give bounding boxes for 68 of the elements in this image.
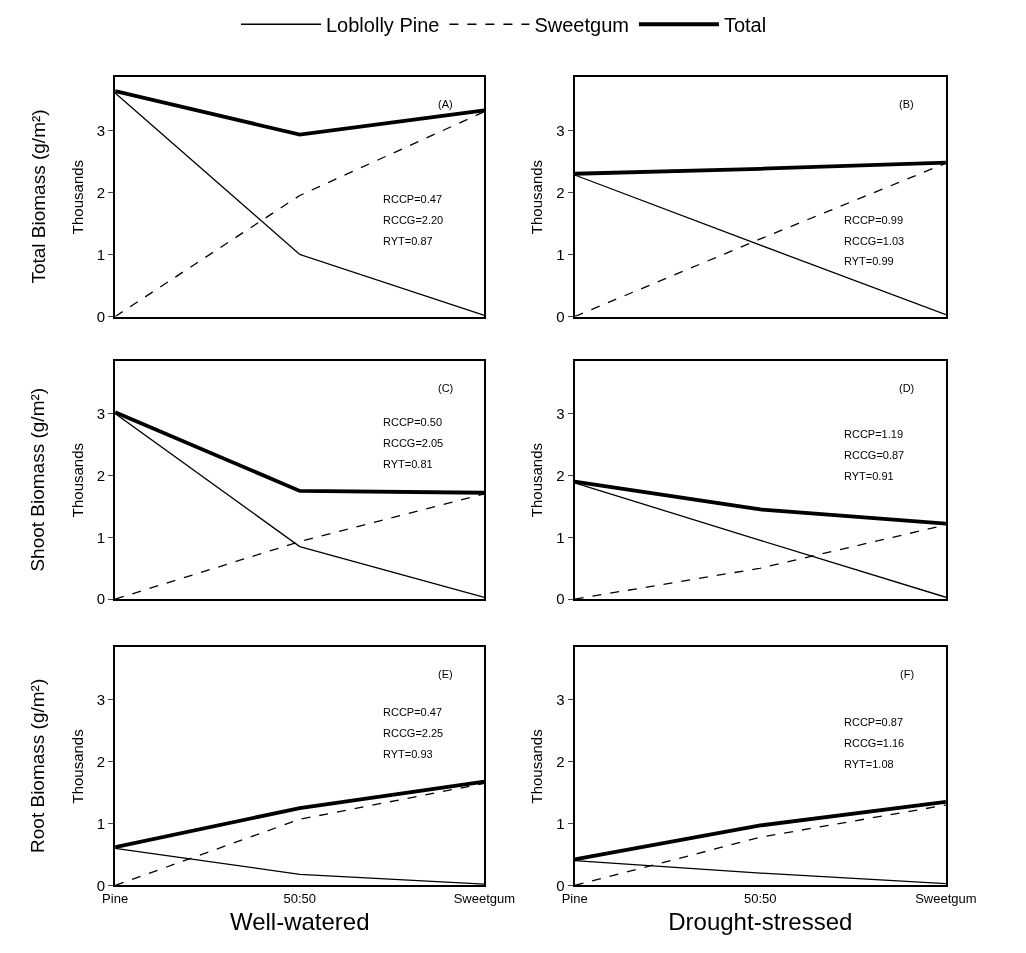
legend-label: Total [723, 14, 767, 37]
x-axis-title: Well-watered [229, 907, 370, 935]
y-tick-label: 1 [556, 528, 565, 546]
y-axis-title: Thousands [528, 442, 546, 518]
annotation: RCCG=1.16 [844, 737, 905, 749]
annotation: RCCP=1.19 [844, 428, 904, 440]
annotation: RCCG=1.03 [844, 235, 905, 247]
y-tick-label: 3 [96, 121, 106, 139]
x-tick-label: Sweetgum [453, 891, 516, 907]
y-axis-title: Thousands [68, 729, 86, 804]
y-tick-label: 2 [556, 466, 565, 484]
x-tick-label: Pine [561, 891, 588, 907]
annotation: (C) [438, 382, 454, 394]
y-tick-label: 0 [556, 876, 565, 894]
y-tick-label: 2 [96, 183, 106, 201]
y-tick-label: 2 [556, 183, 565, 201]
annotation: (D) [899, 382, 915, 394]
annotation: RYT=0.91 [844, 470, 894, 482]
y-tick-label: 0 [96, 876, 106, 894]
y-tick-label: 0 [96, 307, 106, 325]
annotation: RYT=0.87 [383, 235, 433, 247]
y-tick-label: 0 [556, 590, 565, 608]
annotation: (A) [438, 98, 453, 110]
annotation: (F) [900, 668, 915, 680]
annotation: RYT=0.93 [383, 748, 433, 760]
annotation: RCCP=0.50 [383, 416, 443, 428]
annotation: RYT=0.99 [844, 255, 894, 267]
y-tick-label: 3 [556, 404, 565, 422]
y-tick-label: 0 [96, 590, 106, 608]
annotation: RCCG=2.05 [383, 437, 444, 449]
text: Shoot Biomass (g/m²) [27, 387, 49, 572]
annotation: RYT=1.08 [844, 758, 894, 770]
y-tick-label: 1 [96, 814, 106, 832]
y-tick-label: 3 [556, 691, 565, 709]
y-tick-label: 1 [96, 528, 106, 546]
x-tick-label: Sweetgum [915, 891, 977, 907]
annotation: RYT=0.81 [383, 458, 433, 470]
annotation: (E) [438, 668, 453, 680]
annotation: RCCP=0.87 [844, 716, 904, 728]
y-tick-label: 2 [96, 466, 106, 484]
y-tick-label: 1 [96, 245, 106, 263]
x-tick-label: Pine [102, 891, 129, 907]
y-tick-label: 1 [556, 814, 565, 832]
y-tick-label: 3 [556, 121, 565, 139]
y-tick-label: 2 [96, 753, 106, 771]
y-tick-label: 1 [556, 245, 565, 263]
annotation: RCCP=0.47 [383, 193, 443, 205]
y-axis-title: Thousands [528, 159, 546, 235]
annotation: RCCP=0.99 [844, 214, 904, 226]
text: Total Biomass (g/m²) [27, 109, 49, 284]
annotation: RCCP=0.47 [383, 706, 443, 718]
annotation: RCCG=2.20 [383, 214, 444, 226]
y-tick-label: 2 [556, 753, 565, 771]
x-axis-title: Drought-stressed [668, 907, 853, 935]
y-axis-title: Thousands [528, 729, 546, 804]
x-tick-label: 50:50 [283, 891, 317, 907]
y-axis-title: Thousands [68, 442, 86, 518]
y-tick-label: 3 [96, 691, 106, 709]
y-tick-label: 0 [556, 307, 565, 325]
x-tick-label: 50:50 [744, 891, 777, 907]
annotation: (B) [899, 98, 914, 110]
legend-label: Loblolly Pine [326, 14, 440, 37]
annotation: RCCG=0.87 [844, 449, 905, 461]
y-axis-title: Thousands [68, 159, 86, 235]
annotation: RCCG=2.25 [383, 727, 444, 739]
y-tick-label: 3 [96, 404, 106, 422]
legend-label: Sweetgum [534, 14, 629, 37]
text: Root Biomass (g/m²) [27, 678, 49, 853]
